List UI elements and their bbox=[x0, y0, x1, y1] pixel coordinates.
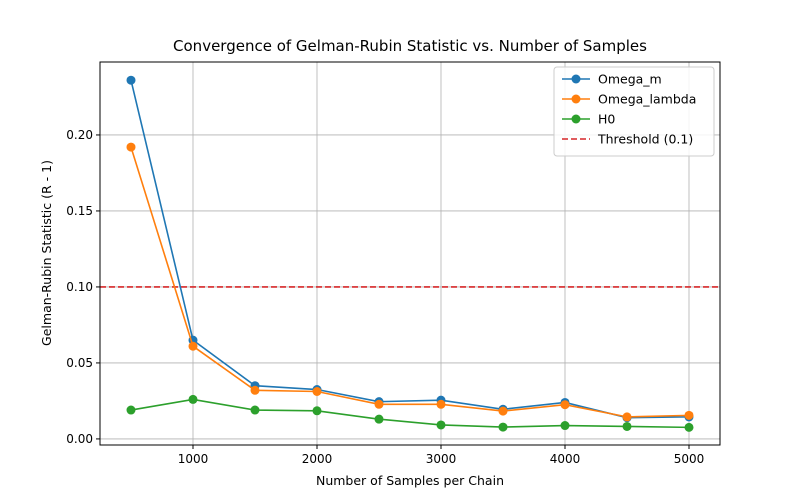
legend-swatch-marker bbox=[571, 114, 581, 124]
series-h0 bbox=[126, 394, 694, 432]
data-point bbox=[684, 422, 694, 432]
legend-item: Threshold (0.1) bbox=[562, 132, 693, 147]
legend-label: Omega_lambda bbox=[598, 92, 696, 107]
data-point bbox=[126, 75, 136, 85]
data-point bbox=[312, 406, 322, 416]
y-axis-label: Gelman-Rubin Statistic (R - 1) bbox=[39, 160, 54, 346]
legend-label: Omega_m bbox=[598, 72, 662, 87]
data-point bbox=[560, 421, 570, 431]
y-tick-label: 0.00 bbox=[66, 432, 93, 446]
x-tick-label: 1000 bbox=[178, 452, 209, 466]
data-point bbox=[498, 422, 508, 432]
plot-frame bbox=[99, 61, 721, 446]
x-axis-label: Number of Samples per Chain bbox=[316, 473, 504, 488]
x-tick-label: 5000 bbox=[674, 452, 705, 466]
data-point bbox=[436, 420, 446, 430]
legend-swatch-marker bbox=[571, 74, 581, 84]
data-point bbox=[374, 414, 384, 424]
data-point bbox=[560, 400, 570, 410]
series-omega-lambda bbox=[126, 142, 694, 422]
y-tick-label: 0.20 bbox=[66, 128, 93, 142]
data-point bbox=[312, 387, 322, 397]
data-point bbox=[436, 399, 446, 409]
legend-item: H0 bbox=[562, 112, 615, 127]
data-point bbox=[374, 399, 384, 409]
series-line bbox=[130, 398, 690, 429]
data-point bbox=[622, 421, 632, 431]
data-point bbox=[250, 385, 260, 395]
y-axis: 0.00 0.05 0.10 0.15 0.20 bbox=[66, 128, 100, 446]
data-point bbox=[126, 405, 136, 415]
y-tick-label: 0.05 bbox=[66, 356, 93, 370]
legend-box bbox=[553, 66, 715, 157]
data-point bbox=[622, 412, 632, 422]
data-point bbox=[250, 405, 260, 415]
x-tick-label: 3000 bbox=[426, 452, 457, 466]
chart-title: Convergence of Gelman-Rubin Statistic vs… bbox=[173, 37, 647, 55]
data-point bbox=[498, 406, 508, 416]
data-point bbox=[126, 142, 136, 152]
legend-label: Threshold (0.1) bbox=[597, 132, 693, 147]
data-point bbox=[188, 394, 198, 404]
data-point bbox=[684, 410, 694, 420]
x-tick-label: 4000 bbox=[550, 452, 581, 466]
series-line bbox=[130, 146, 690, 418]
legend-swatch-marker bbox=[571, 94, 581, 104]
legend-item: Omega_m bbox=[562, 72, 662, 87]
series-layer bbox=[126, 75, 694, 432]
x-tick-label: 2000 bbox=[302, 452, 333, 466]
x-axis: 1000 2000 3000 4000 5000 bbox=[178, 445, 705, 466]
legend-label: H0 bbox=[598, 112, 615, 127]
data-point bbox=[188, 341, 198, 351]
y-tick-label: 0.10 bbox=[66, 280, 93, 294]
legend: Omega_m Omega_lambda H0 Threshold (0.1) bbox=[553, 66, 715, 157]
legend-item: Omega_lambda bbox=[562, 92, 696, 107]
y-tick-label: 0.15 bbox=[66, 204, 93, 218]
